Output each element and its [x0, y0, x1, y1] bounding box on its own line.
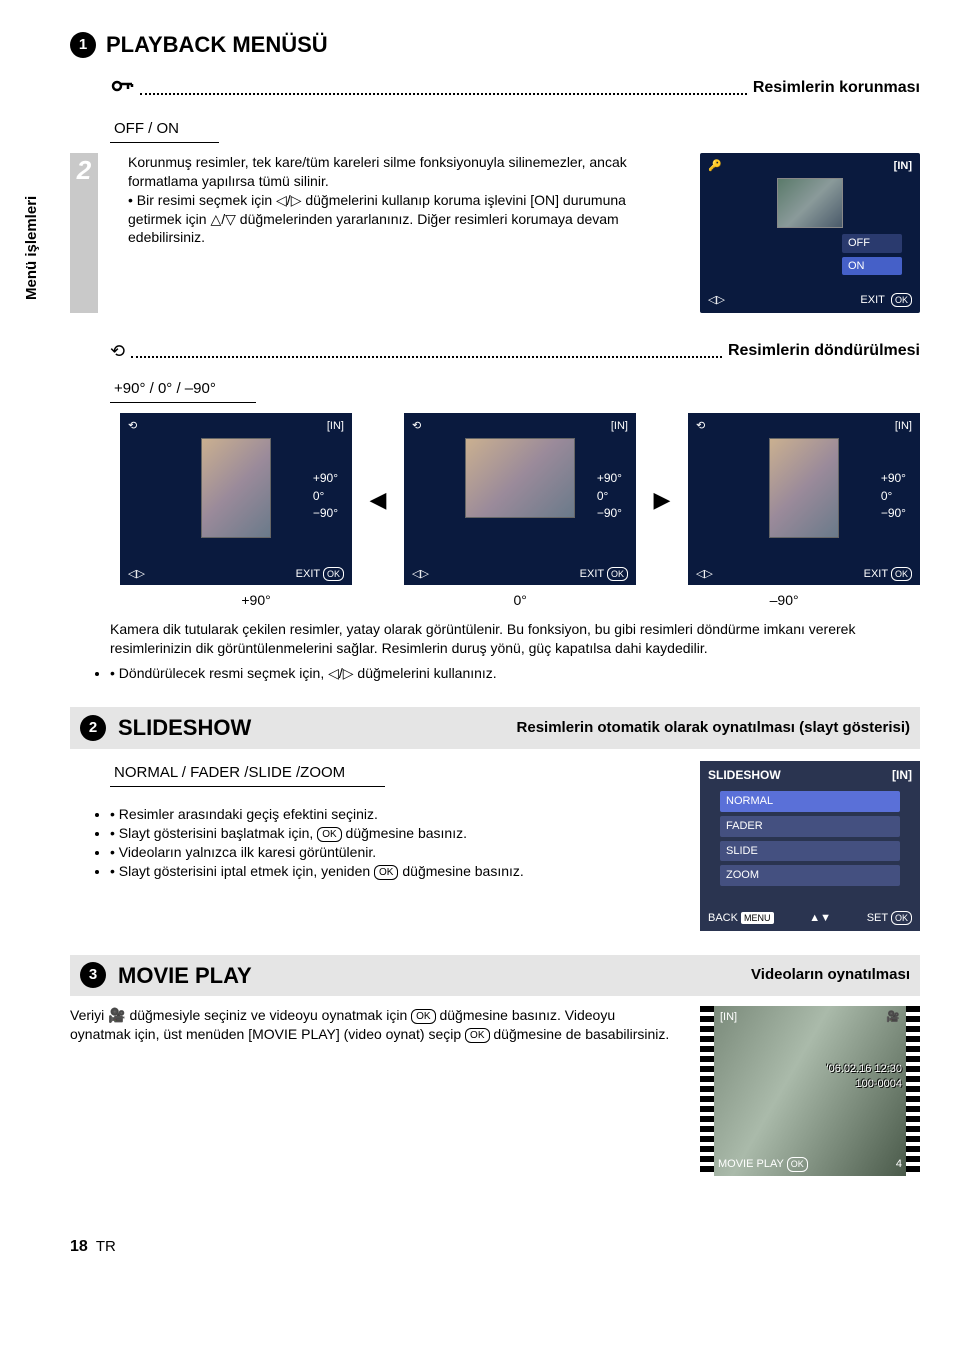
page-footer: 18 TR: [70, 1236, 920, 1258]
slide-li1: Resimler arasındaki geçiş efektini seçin…: [110, 805, 670, 824]
dotline: [140, 93, 747, 95]
protect-options: OFF / ON: [110, 117, 219, 143]
lcd-off: OFF: [842, 234, 902, 253]
protect-li: Bir resimi seçmek için ◁/▷ düğmelerini k…: [128, 191, 670, 248]
panel-updown: ▲▼: [809, 911, 831, 926]
page-number: 18: [70, 1238, 88, 1255]
lcd-thumb: [777, 178, 843, 228]
section2-body: NORMAL / FADER /SLIDE /ZOOM Resimler ara…: [110, 761, 920, 931]
lcd-in: [IN]: [894, 159, 912, 174]
arrow-left-icon: ◀: [366, 485, 391, 515]
menu-zoom[interactable]: ZOOM: [720, 865, 900, 886]
menu-slide[interactable]: SLIDE: [720, 841, 900, 862]
movie-panel: [IN] 🎥 '06.02.16 12:30 100-0004 MOVIE PL…: [700, 1006, 920, 1176]
panel-title: SLIDESHOW: [708, 767, 781, 783]
lcd-exit: EXIT: [860, 294, 884, 306]
section3-body: Veriyi 🎥 düğmesiyle seçiniz ve videoyu o…: [70, 1006, 920, 1176]
rotate-options: +90° / 0° / –90°: [110, 377, 256, 403]
rotate-subtitle-row: ⟲ Resimlerin döndürülmesi: [110, 339, 920, 363]
movie-frame: 4: [896, 1157, 902, 1172]
protect-subtitle: Resimlerin korunması: [753, 77, 920, 99]
section3-title: MOVIE PLAY: [118, 961, 252, 991]
rot-exit: EXIT: [296, 568, 320, 580]
section3-num: 3: [80, 962, 106, 988]
section1-header: 1 PLAYBACK MENÜSÜ: [70, 30, 920, 60]
panel-menu-btn: MENU: [741, 912, 774, 924]
slide-li3: Videoların yalnızca ilk karesi görüntüle…: [110, 843, 670, 862]
rotate-li: Döndürülecek resmi seçmek için, ◁/▷ düğm…: [110, 664, 920, 683]
rot-thumb-2: [465, 438, 575, 518]
lock-icon: [110, 74, 134, 103]
slide-li2: Slayt gösterisini başlatmak için, OK düğ…: [110, 824, 670, 843]
movie-bottom: MOVIE PLAY: [718, 1158, 784, 1170]
rot-thumb-1: [201, 438, 271, 538]
lcd-on: ON: [842, 257, 902, 276]
section1-num: 1: [70, 32, 96, 58]
movie-num: 100-0004: [826, 1077, 902, 1092]
rot-in: [IN]: [327, 419, 344, 434]
dotline2: [131, 356, 722, 358]
protect-lcd: 🔑 [IN] OFF ON ◁▷ EXIT OK: [700, 153, 920, 313]
section1-body: 2 Korunmuş resimler, tek kare/tüm karele…: [70, 153, 920, 313]
menu-fader[interactable]: FADER: [720, 816, 900, 837]
rotate-panels: ⟲[IN] +90° 0° −90° ◁▷ EXIT OK ◀ ⟲[IN] +9…: [120, 413, 920, 585]
section1-text: Korunmuş resimler, tek kare/tüm kareleri…: [128, 153, 670, 313]
slideshow-panel: SLIDESHOW [IN] NORMAL FADER SLIDE ZOOM BA…: [700, 761, 920, 931]
movie-date: '06.02.16 12:30: [826, 1062, 902, 1077]
movie-timestamp: '06.02.16 12:30 100-0004: [826, 1062, 902, 1092]
rot-0: 0°: [313, 488, 338, 504]
page-lang: TR: [96, 1238, 116, 1255]
panel-in: [IN]: [892, 767, 912, 783]
protect-subtitle-row: Resimlerin korunması: [110, 74, 920, 103]
panel-back: BACK: [708, 912, 738, 924]
rotate-para: Kamera dik tutularak çekilen resimler, y…: [110, 620, 920, 658]
slideshow-options: NORMAL / FADER /SLIDE /ZOOM: [110, 761, 385, 787]
protect-para: Korunmuş resimler, tek kare/tüm kareleri…: [128, 153, 670, 191]
rotate-labels: +90° 0° –90°: [120, 591, 920, 610]
rot-thumb-3: [769, 438, 839, 538]
panel-set: SET: [867, 912, 888, 924]
slide-li4: Slayt gösterisini iptal etmek için, yeni…: [110, 862, 670, 881]
rot-icon: ⟲: [128, 419, 137, 434]
film-right: [906, 1006, 920, 1176]
step-num: 2: [70, 153, 98, 313]
side-tab: Menü işlemleri: [22, 196, 42, 300]
lcd-arrows: ◁▷: [708, 293, 725, 308]
movie-cam-icon: 🎥: [886, 1010, 900, 1025]
menu-normal[interactable]: NORMAL: [720, 791, 900, 812]
rotate-lcd-1: ⟲ [IN] +90° 0° −90° ◁▷ EXIT OK: [120, 413, 352, 585]
rotate-lcd-2: ⟲[IN] +90° 0° −90° ◁▷ EXIT OK: [404, 413, 636, 585]
rot-lab-p90: +90°: [241, 591, 270, 610]
rot-lab-0: 0°: [513, 591, 526, 610]
rot-lab-m90: –90°: [770, 591, 799, 610]
section2-title: SLIDESHOW: [118, 713, 251, 743]
rot-ok: OK: [323, 567, 344, 581]
section2-num: 2: [80, 715, 106, 741]
lcd-ok: OK: [891, 293, 912, 307]
section3-subtitle: Videoların oynatılması: [751, 965, 910, 985]
rot-m90: −90°: [313, 505, 338, 521]
film-left: [700, 1006, 714, 1176]
movie-in: [IN]: [720, 1010, 737, 1025]
rot-arrows: ◁▷: [128, 567, 145, 582]
section2-header: 2 SLIDESHOW Resimlerin otomatik olarak o…: [70, 707, 920, 749]
lcd-lock-icon: 🔑: [708, 159, 722, 174]
panel-ok: OK: [891, 911, 912, 925]
rotate-subtitle: Resimlerin döndürülmesi: [728, 340, 920, 362]
rotate-icon: ⟲: [110, 339, 125, 363]
section2-subtitle: Resimlerin otomatik olarak oynatılması (…: [517, 718, 910, 738]
section1-title: PLAYBACK MENÜSÜ: [106, 30, 328, 60]
arrow-right-icon: ▶: [650, 485, 675, 515]
rot-p90: +90°: [313, 470, 338, 486]
movie-para: Veriyi 🎥 düğmesiyle seçiniz ve videoyu o…: [70, 1006, 670, 1044]
movie-ok: OK: [787, 1157, 808, 1171]
section3-header: 3 MOVIE PLAY Videoların oynatılması: [70, 955, 920, 997]
rotate-lcd-3: ⟲[IN] +90° 0° −90° ◁▷ EXIT OK: [688, 413, 920, 585]
